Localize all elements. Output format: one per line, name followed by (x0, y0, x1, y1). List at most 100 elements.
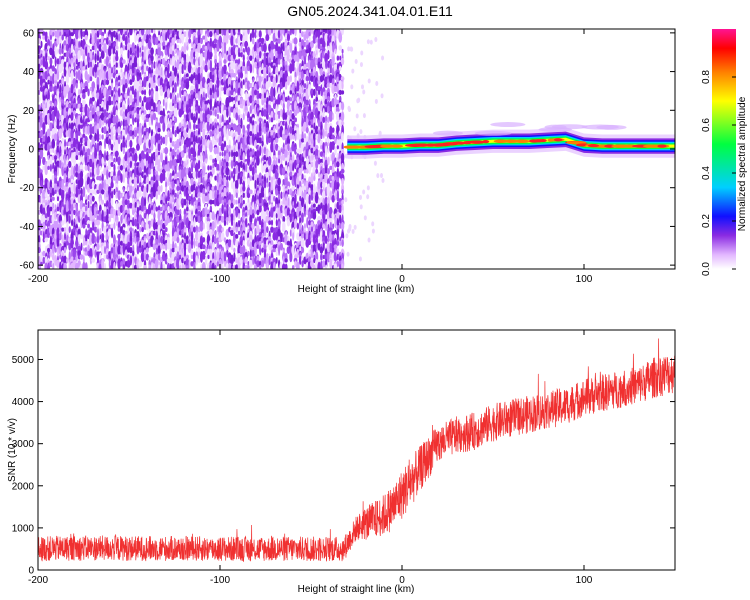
noise-speck (261, 146, 264, 156)
noise-speck (204, 255, 208, 265)
noise-speck (313, 257, 316, 264)
noise-speck (209, 100, 212, 112)
noise-speck (310, 88, 314, 97)
noise-speck (93, 63, 98, 74)
noise-speck (256, 92, 260, 100)
noise-speck (91, 181, 95, 189)
noise-speck (51, 50, 56, 60)
noise-speck (136, 222, 140, 230)
noise-speck (44, 60, 49, 70)
noise-speck (263, 92, 267, 100)
noise-speck (159, 88, 164, 97)
noise-speck (263, 205, 267, 213)
noise-speck (225, 262, 229, 269)
noise-speck (240, 88, 243, 97)
noise-speck (226, 38, 229, 44)
noise-speck (195, 83, 199, 95)
noise-speck (89, 172, 92, 178)
noise-speck (105, 37, 109, 45)
noise-speck (310, 161, 314, 168)
noise-speck (211, 262, 215, 269)
noise-speck (289, 229, 292, 237)
noise-speck (258, 130, 262, 137)
noise-speck (103, 225, 107, 234)
noise-speck (179, 265, 182, 269)
noise-speck (200, 153, 203, 163)
noise-speck (38, 209, 41, 215)
noise-speck (160, 184, 163, 192)
noise-speck (273, 211, 276, 221)
noise-speck (153, 82, 156, 89)
noise-speck (193, 51, 196, 58)
noise-speck (237, 82, 241, 89)
noise-speck (284, 134, 288, 140)
noise-speck (117, 227, 121, 232)
noise-speck (174, 48, 177, 54)
noise-speck (239, 160, 244, 168)
noise-speck (209, 129, 212, 138)
noise-speck (235, 151, 239, 158)
noise-speck (272, 76, 277, 88)
noise-speck (94, 53, 97, 64)
noise-speck (310, 93, 314, 99)
noise-speck (202, 35, 206, 40)
noise-speck (199, 37, 204, 45)
noise-speck (141, 137, 144, 144)
noise-speck (129, 240, 133, 247)
noise-speck (56, 29, 60, 40)
noise-speck (251, 113, 255, 120)
noise-speck (299, 241, 302, 246)
noise-speck (197, 159, 201, 170)
noise-speck (65, 51, 70, 58)
noise-speck (303, 232, 307, 241)
noise-speck (249, 175, 253, 182)
noise-speck (77, 131, 81, 136)
noise-speck (174, 103, 178, 109)
noise-speck (75, 124, 79, 130)
noise-speck (315, 241, 318, 252)
noise-speck (221, 43, 224, 53)
noise-speck (272, 48, 276, 54)
noise-speck (52, 94, 55, 104)
noise-speck (209, 211, 213, 220)
noise-speck (160, 243, 163, 251)
noise-speck (61, 77, 65, 87)
noise-speck (317, 29, 321, 40)
noise-speck (237, 263, 241, 269)
noise-speck (52, 244, 55, 256)
noise-speck (244, 32, 248, 43)
noise-speck (65, 73, 70, 84)
noise-speck (176, 92, 179, 99)
noise-speck (308, 187, 311, 197)
noise-speck (272, 232, 277, 241)
noise-speck (81, 99, 86, 107)
noise-speck (194, 142, 199, 152)
noise-speck (201, 44, 206, 52)
noise-speck (146, 65, 149, 72)
noise-speck (319, 246, 324, 254)
noise-speck (240, 33, 243, 42)
noise-speck (134, 162, 138, 167)
noise-speck (87, 200, 90, 211)
noise-speck (108, 216, 112, 223)
noise-speck (44, 256, 48, 265)
noise-speck (247, 130, 250, 137)
noise-speck (84, 251, 88, 256)
noise-speck (272, 206, 276, 212)
noise-speck (162, 243, 166, 250)
noise-speck (322, 94, 325, 104)
noise-region (38, 29, 385, 269)
noise-speck (113, 135, 116, 146)
noise-speck (308, 199, 311, 205)
noise-speck (284, 149, 289, 159)
noise-speck (287, 189, 290, 195)
noise-speck (80, 217, 83, 229)
noise-speck (251, 166, 255, 177)
noise-speck (122, 118, 125, 128)
noise-speck (57, 81, 59, 90)
noise-speck (223, 86, 227, 92)
noise-speck (136, 80, 140, 91)
noise-speck (105, 154, 109, 161)
noise-speck (287, 78, 290, 86)
noise-speck (174, 34, 177, 41)
